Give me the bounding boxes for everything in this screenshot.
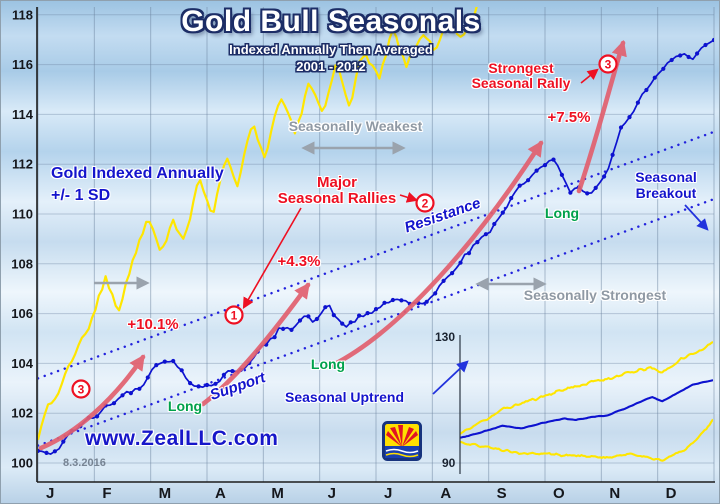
svg-text:108: 108 (11, 256, 33, 271)
trendline-support (38, 197, 714, 447)
strongest-rally-label: Strongest Seasonal Rally (453, 61, 589, 91)
rally-1-arrow (200, 282, 311, 407)
rally-number-badge-1: 1 (224, 305, 244, 325)
zeal-logo (382, 421, 422, 461)
svg-text:118: 118 (12, 7, 33, 22)
svg-text:D: D (666, 485, 677, 502)
watermark: www.ZealLLC.com (85, 427, 279, 450)
seasonal-breakout-label: Seasonal Breakout (619, 169, 713, 201)
trendline-resistance (38, 130, 714, 380)
strongest-rally-line1: Strongest (488, 60, 554, 76)
seasonally-strongest-label: Seasonally Strongest (523, 287, 667, 303)
svg-text:100: 100 (11, 456, 33, 471)
date-stamp: 8.3.2016 (63, 457, 106, 469)
svg-text:3: 3 (605, 57, 612, 71)
main-series (38, 7, 714, 455)
inset-series (460, 340, 713, 462)
gold-plus-1-standard-deviation (38, 7, 478, 441)
chart-title: Gold Bull Seasonals (181, 5, 481, 38)
seasonal-breakout-line2: Breakout (635, 185, 697, 201)
inset-minus-1sd (460, 418, 713, 462)
rally-3-arrow-jan-feb (38, 354, 146, 451)
svg-text:J: J (46, 485, 54, 502)
blue-pointer-arrow-1 (432, 360, 469, 395)
inset-top-tick: 130 (435, 330, 456, 344)
long-label-october: Long (544, 205, 580, 221)
svg-text:M: M (159, 485, 172, 502)
inset-bottom-tick: 90 (442, 456, 456, 470)
rally-1-gain-label: +4.3% (277, 253, 321, 270)
svg-text:106: 106 (11, 306, 33, 321)
svg-text:S: S (497, 485, 507, 502)
plus-minus-1sd-label: +/- 1 SD (51, 187, 111, 204)
svg-text:M: M (271, 485, 284, 502)
logo-wave-yellow (385, 452, 419, 458)
inset-plus-1sd (460, 340, 713, 435)
svg-text:116: 116 (12, 57, 33, 72)
logo-wave-white (385, 448, 419, 454)
svg-text:O: O (553, 485, 565, 502)
red-pointer-arrow-3 (580, 68, 599, 84)
svg-text:114: 114 (12, 107, 34, 122)
svg-text:F: F (102, 485, 111, 502)
rally-3-gain-label: +10.1% (127, 316, 179, 333)
major-rallies-line2: Seasonal Rallies (277, 190, 397, 207)
svg-text:A: A (440, 485, 451, 502)
svg-text:A: A (215, 485, 226, 502)
axes (36, 7, 715, 483)
gold-indexed-label: Gold Indexed Annually (51, 165, 224, 182)
gridlines (37, 7, 715, 482)
svg-text:3: 3 (78, 382, 85, 396)
long-label-june: Long (310, 356, 346, 372)
sunburst-icon (386, 425, 418, 447)
strongest-rally-line2: Seasonal Rally (471, 75, 571, 91)
rally-2-gain-label: +7.5% (547, 109, 591, 126)
svg-text:102: 102 (11, 406, 33, 421)
svg-text:J: J (384, 485, 392, 502)
inset-average (460, 379, 713, 439)
svg-text:112: 112 (12, 157, 33, 172)
major-rallies-line1: Major (316, 174, 357, 191)
rally-2-arrow (328, 140, 544, 369)
y-axis-labels: 118 116 114 112 110 108 106 104 102 100 (11, 7, 33, 470)
red-pointer-arrow-1 (242, 207, 302, 309)
long-label-march: Long (167, 398, 203, 414)
seasonally-weakest-label: Seasonally Weakest (288, 118, 423, 134)
svg-text:110: 110 (12, 207, 33, 222)
chart-period: 2001 - 2012 (296, 59, 366, 74)
svg-text:2: 2 (422, 196, 429, 210)
chart-subtitle: Indexed Annually Then Averaged (229, 42, 433, 57)
red-pointer-arrow-2 (399, 191, 419, 203)
svg-text:N: N (609, 485, 620, 502)
svg-text:J: J (328, 485, 336, 502)
seasonal-breakout-line1: Seasonal (635, 169, 697, 185)
blue-pointer-arrow-2 (684, 204, 709, 231)
major-rallies-label: Major Seasonal Rallies (265, 175, 409, 207)
rally-number-badge-3: 3 (598, 54, 618, 74)
rally-number-badge-3: 3 (71, 379, 91, 399)
svg-text:104: 104 (11, 356, 33, 371)
rally-number-badge-2: 2 (415, 193, 435, 213)
svg-text:1: 1 (231, 308, 238, 322)
rally-3-arrow (576, 40, 627, 194)
seasonal-uptrend-label: Seasonal Uptrend (285, 389, 405, 405)
